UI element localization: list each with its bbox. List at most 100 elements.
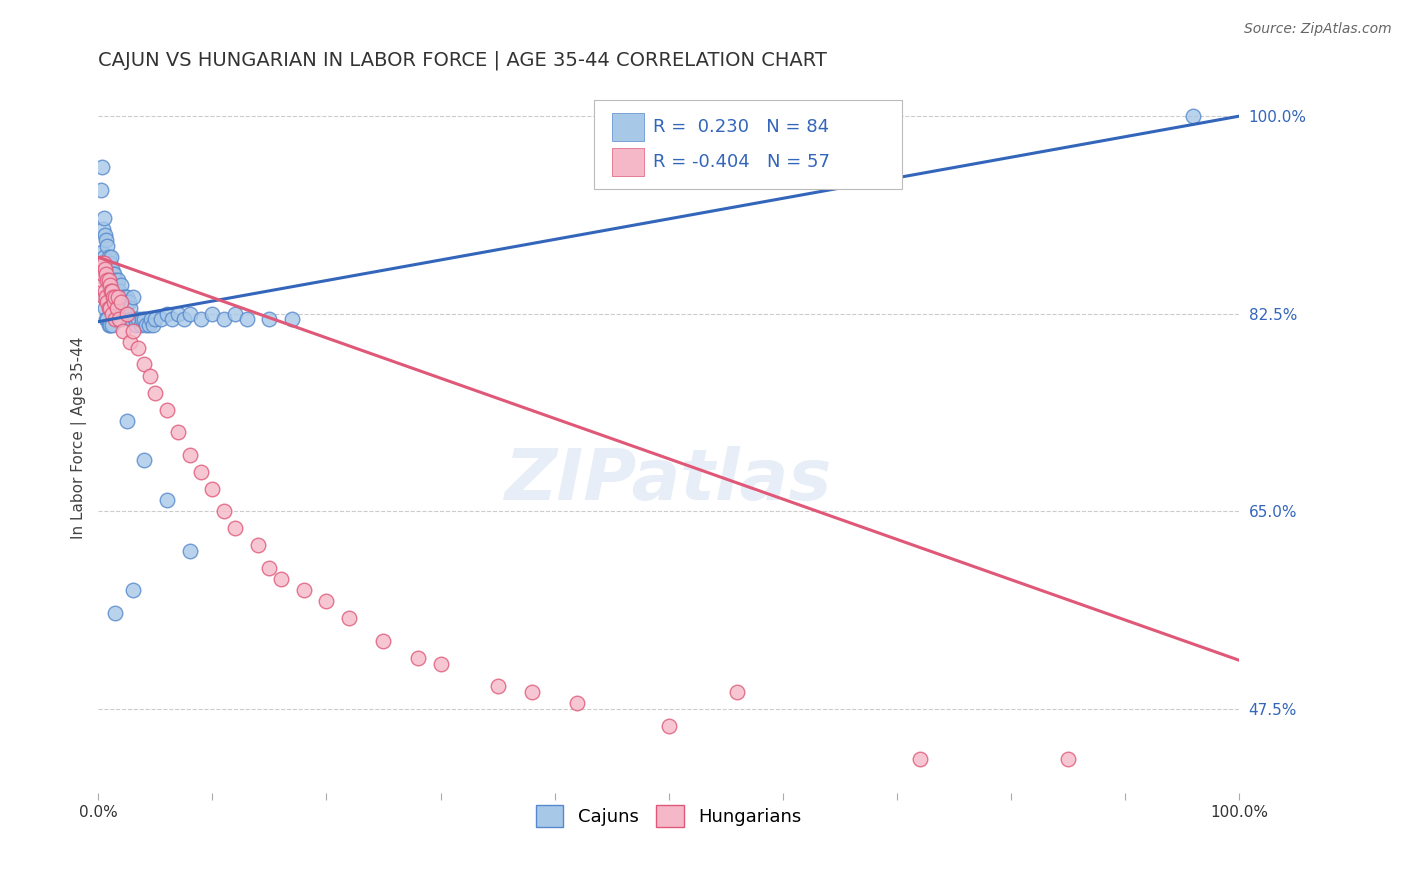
Point (115, 307, 138, 321)
Point (150, 312, 173, 326)
FancyBboxPatch shape (612, 113, 644, 141)
Point (179, 543, 201, 558)
Point (142, 318, 165, 332)
Point (120, 334, 142, 349)
Point (101, 290, 124, 304)
Point (98, 256, 121, 270)
Text: Source: ZipAtlas.com: Source: ZipAtlas.com (1244, 22, 1392, 37)
Point (97, 273, 120, 287)
Point (108, 290, 131, 304)
Text: R = -0.404   N = 57: R = -0.404 N = 57 (652, 153, 830, 171)
Point (94, 301, 117, 315)
Point (162, 312, 184, 326)
Point (107, 307, 129, 321)
Point (173, 312, 195, 326)
Point (105, 301, 128, 315)
Point (108, 284, 131, 298)
Point (98, 284, 121, 298)
Point (98, 301, 121, 315)
Point (101, 267, 124, 281)
Point (373, 634, 395, 648)
Point (129, 318, 152, 332)
Point (156, 307, 179, 321)
Point (725, 685, 748, 699)
Point (103, 301, 125, 315)
Point (247, 538, 270, 552)
Point (429, 657, 451, 671)
Point (112, 290, 135, 304)
Point (145, 385, 167, 400)
Text: CAJUN VS HUNGARIAN IN LABOR FORCE | AGE 35-44 CORRELATION CHART: CAJUN VS HUNGARIAN IN LABOR FORCE | AGE … (98, 51, 827, 70)
Point (132, 312, 155, 326)
Point (120, 301, 142, 315)
Point (101, 261, 124, 276)
Point (114, 290, 136, 304)
Point (90, 160, 112, 174)
Point (212, 504, 235, 518)
Point (104, 290, 127, 304)
Point (124, 312, 146, 326)
Point (107, 290, 129, 304)
Point (201, 482, 224, 496)
Point (93, 211, 115, 225)
Point (94, 267, 117, 281)
Point (658, 718, 681, 732)
Point (110, 278, 132, 293)
Point (121, 290, 143, 304)
Point (104, 301, 127, 315)
Point (132, 358, 155, 372)
Point (101, 307, 124, 321)
Point (96, 233, 118, 247)
Point (104, 312, 127, 326)
Point (132, 453, 155, 467)
Point (1056, 752, 1078, 766)
Point (93, 256, 115, 270)
Point (96, 273, 118, 287)
Point (108, 312, 131, 326)
Point (98, 278, 121, 293)
Point (315, 594, 337, 608)
Point (1182, 109, 1205, 123)
Point (127, 312, 149, 326)
Point (96, 273, 118, 287)
Point (100, 284, 122, 298)
Point (131, 312, 153, 326)
Point (520, 685, 543, 699)
Point (96, 312, 118, 326)
Point (118, 295, 141, 310)
Point (337, 611, 360, 625)
Point (121, 583, 143, 598)
Point (112, 324, 135, 338)
Point (125, 318, 148, 332)
Point (100, 278, 122, 293)
Point (115, 290, 138, 304)
Point (235, 312, 257, 326)
Point (224, 521, 246, 535)
Point (97, 284, 120, 298)
Point (101, 290, 124, 304)
Point (138, 318, 160, 332)
Point (96, 267, 118, 281)
Point (259, 560, 281, 574)
Point (91, 267, 114, 281)
Point (94, 261, 117, 276)
Point (93, 290, 115, 304)
Point (93, 250, 115, 264)
Point (224, 307, 246, 321)
Point (101, 284, 124, 298)
Point (97, 301, 120, 315)
Point (121, 324, 143, 338)
Point (97, 318, 120, 332)
Point (120, 312, 142, 326)
Point (281, 312, 304, 326)
Text: ZIPatlas: ZIPatlas (505, 446, 832, 515)
Point (98, 318, 121, 332)
Point (101, 318, 124, 332)
Point (179, 448, 201, 462)
Point (117, 295, 139, 310)
Point (110, 312, 132, 326)
Point (406, 651, 429, 665)
Point (90, 256, 112, 270)
Point (212, 312, 235, 326)
Point (259, 312, 281, 326)
